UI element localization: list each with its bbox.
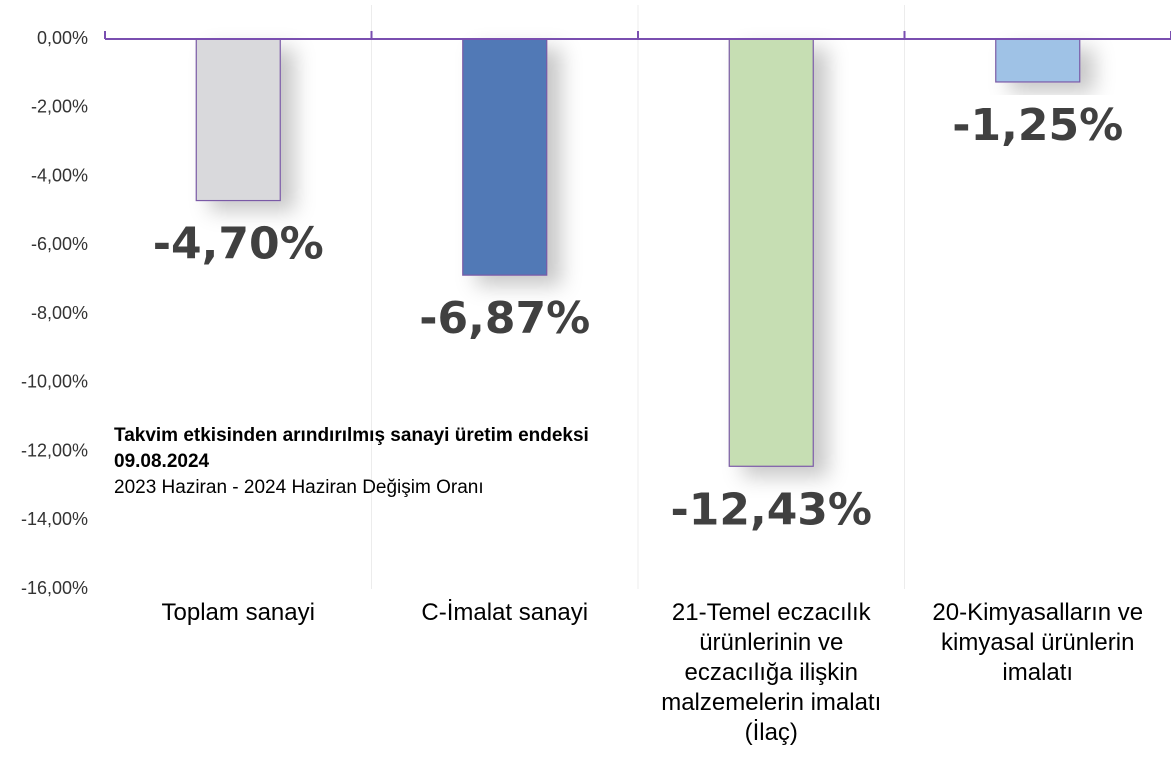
bar	[195, 38, 281, 202]
y-tick-label: -2,00%	[31, 97, 88, 117]
bar	[728, 38, 814, 467]
y-tick-label: -14,00%	[21, 509, 88, 529]
x-tick-label: C-İmalat sanayi	[421, 599, 589, 626]
bar	[995, 38, 1081, 83]
chart-date: 09.08.2024	[114, 451, 210, 472]
y-tick-label: -16,00%	[21, 578, 88, 598]
y-tick-label: -12,00%	[21, 440, 88, 460]
chart-title: Takvim etkisinden arındırılmış sanayi ür…	[114, 425, 589, 446]
chart-subtitle: 2023 Haziran - 2024 Haziran Değişim Oran…	[114, 477, 484, 498]
x-tick-label: 21-Temel eczacılık ürünlerinin ve eczacı…	[661, 599, 882, 746]
y-tick-label: 0,00%	[37, 28, 88, 48]
annotation: Takvim etkisinden arındırılmış sanayi ür…	[114, 423, 589, 501]
bar	[462, 38, 548, 276]
value-label: -12,43%	[670, 484, 872, 535]
y-tick-label: -6,00%	[31, 234, 88, 254]
y-tick-label: -4,00%	[31, 165, 88, 185]
x-tick-label: Toplam sanayi	[161, 599, 315, 626]
x-tick-label: 20-Kimyasalların ve kimyasal ürünlerin i…	[932, 599, 1144, 686]
value-label: -6,87%	[419, 293, 590, 344]
y-tick-label: -10,00%	[21, 372, 88, 392]
value-label: -4,70%	[153, 219, 324, 270]
value-label: -1,25%	[952, 100, 1123, 151]
y-tick-label: -8,00%	[31, 303, 88, 323]
